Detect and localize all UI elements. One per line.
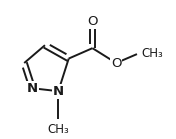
Text: O: O [111,57,121,70]
Text: CH₃: CH₃ [141,47,163,60]
Text: N: N [27,82,38,95]
Text: CH₃: CH₃ [48,123,69,136]
Text: N: N [53,85,64,98]
Text: O: O [87,15,98,28]
